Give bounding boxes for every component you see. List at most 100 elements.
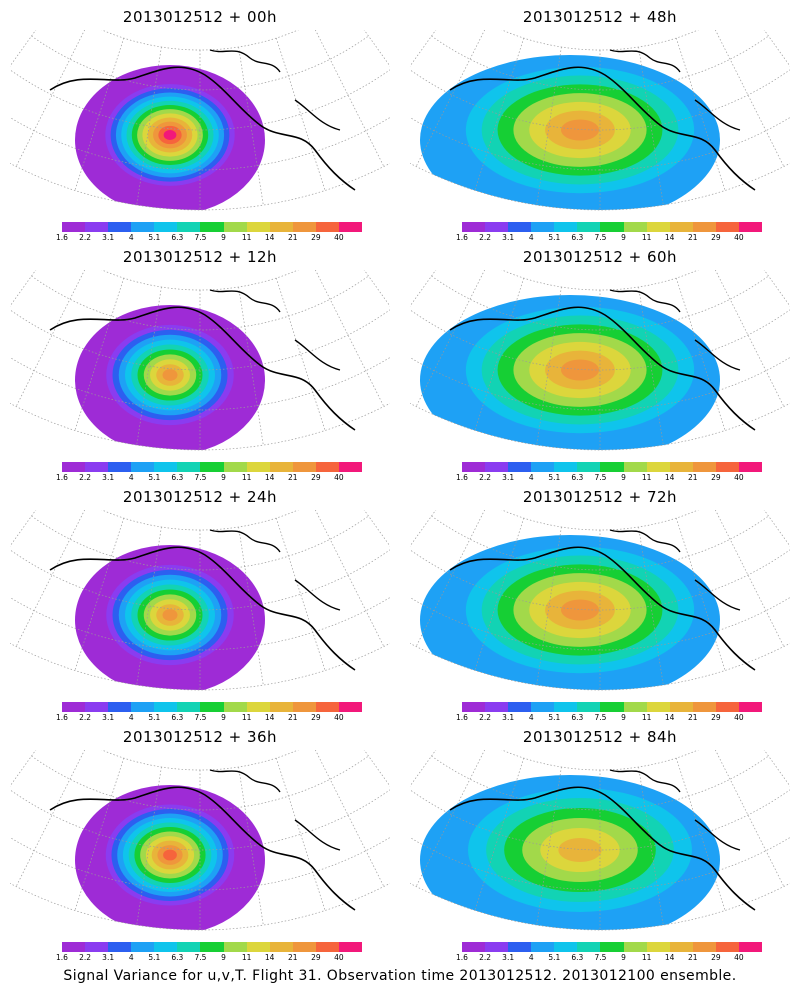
colorbar-tick-label: 11 bbox=[241, 473, 252, 482]
colorbar-ticks: 1.6 2.2 3.1 4 5.1 6.3 7.5 9 11 14 21 29 40 bbox=[56, 473, 362, 483]
map-plot bbox=[410, 750, 790, 931]
latitude-line bbox=[410, 69, 790, 131]
colorbar-tick-label: 5.1 bbox=[548, 713, 561, 722]
longitude-line bbox=[363, 270, 390, 307]
colorbar-tick-label: 1.6 bbox=[56, 233, 68, 242]
longitude-line bbox=[136, 526, 162, 686]
map-plot bbox=[10, 750, 390, 931]
colorbar-swatch bbox=[600, 462, 624, 472]
colorbar-tick-label: 2.2 bbox=[479, 233, 492, 242]
colorbar-swatch bbox=[531, 942, 555, 952]
colorbar-swatch bbox=[669, 942, 693, 952]
latitude-line bbox=[410, 837, 790, 891]
colorbar-tick-label: 4 bbox=[528, 233, 534, 242]
colorbar-ticks: 1.6 2.2 3.1 4 5.1 6.3 7.5 9 11 14 21 29 40 bbox=[456, 473, 762, 483]
longitude-line bbox=[675, 757, 726, 911]
colorbar-swatch bbox=[131, 462, 155, 472]
colorbar-swatch bbox=[623, 222, 647, 232]
colorbar-swatch bbox=[246, 702, 270, 712]
colorbar bbox=[62, 462, 363, 472]
colorbar-swatch bbox=[62, 702, 86, 712]
longitude-line bbox=[238, 46, 264, 206]
longitude-line bbox=[536, 766, 562, 926]
colorbar-swatch bbox=[223, 942, 247, 952]
colorbar-swatch bbox=[338, 702, 363, 712]
longitude-line bbox=[314, 30, 385, 167]
colorbar-tick-label: 14 bbox=[264, 953, 275, 962]
colorbar-swatch bbox=[62, 462, 86, 472]
panel-title: 2013012512 + 24h bbox=[122, 488, 278, 506]
longitude-line bbox=[714, 270, 785, 407]
colorbar-swatch bbox=[269, 942, 293, 952]
coastline bbox=[609, 49, 741, 131]
colorbar-tick-label: 40 bbox=[734, 713, 744, 722]
colorbar-swatch bbox=[577, 702, 601, 712]
colorbar-swatch bbox=[508, 942, 532, 952]
colorbar-swatch bbox=[315, 942, 339, 952]
panel-title: 2013012512 + 84h bbox=[522, 728, 678, 746]
colorbar-tick-label: 5.1 bbox=[548, 233, 561, 242]
colorbar-tick-label: 2.2 bbox=[79, 233, 92, 242]
map-panel: 2013012512 + 36h 1.6 2.2 3.1 4 5.1 6.3 7.5 9 11 14… bbox=[0, 720, 400, 962]
longitude-line bbox=[275, 517, 326, 671]
colorbar-tick-label: 5.1 bbox=[148, 233, 161, 242]
colorbar bbox=[62, 222, 363, 232]
colorbar-swatch bbox=[600, 222, 624, 232]
longitude-line bbox=[314, 510, 385, 647]
colorbar-ticks: 1.6 2.2 3.1 4 5.1 6.3 7.5 9 11 14 21 29 40 bbox=[456, 233, 762, 243]
colorbar-swatch bbox=[738, 702, 763, 712]
colorbar-tick-label: 4 bbox=[128, 713, 134, 722]
colorbar-tick-label: 29 bbox=[311, 953, 321, 962]
colorbar-swatch bbox=[508, 702, 532, 712]
coastline bbox=[449, 786, 756, 911]
colorbar-tick-label: 3.1 bbox=[502, 473, 515, 482]
longitude-line bbox=[238, 526, 264, 686]
longitude-line bbox=[74, 757, 125, 911]
colorbar-swatch bbox=[715, 942, 739, 952]
colorbar-tick-label: 29 bbox=[711, 233, 721, 242]
latitude-line bbox=[501, 270, 699, 291]
colorbar-swatch bbox=[200, 222, 224, 232]
colorbar-tick-label: 21 bbox=[287, 713, 298, 722]
colorbar-tick-label: 6.3 bbox=[171, 713, 184, 722]
colorbar-swatch bbox=[554, 222, 578, 232]
colorbar-swatch bbox=[554, 702, 578, 712]
colorbar-tick-label: 7.5 bbox=[194, 233, 207, 242]
latitude-line bbox=[410, 789, 790, 851]
colorbar-tick-label: 14 bbox=[264, 233, 275, 242]
colorbar-swatch bbox=[338, 462, 363, 472]
longitude-line bbox=[10, 750, 37, 787]
colorbar-tick-label: 3.1 bbox=[502, 953, 515, 962]
colorbar-tick-label: 29 bbox=[711, 473, 721, 482]
colorbar-swatch bbox=[738, 222, 763, 232]
longitude-line bbox=[763, 750, 790, 787]
colorbar-swatch bbox=[485, 942, 509, 952]
colorbar-ticks: 1.6 2.2 3.1 4 5.1 6.3 7.5 9 11 14 21 29 40 bbox=[56, 233, 362, 243]
longitude-line bbox=[763, 30, 790, 67]
longitude-line bbox=[15, 30, 86, 167]
colorbar-swatch bbox=[62, 222, 86, 232]
longitude-line bbox=[714, 750, 785, 887]
colorbar-tick-label: 21 bbox=[687, 713, 698, 722]
colorbar-swatch bbox=[315, 462, 339, 472]
map-panel: 2013012512 + 60h 1.6 2.2 3.1 4 5.1 6.3 7.5 9 11 14… bbox=[400, 240, 800, 483]
colorbar-tick-label: 14 bbox=[664, 233, 675, 242]
colorbar-tick-label: 7.5 bbox=[194, 953, 207, 962]
longitude-line bbox=[136, 46, 162, 206]
latitude-line bbox=[10, 882, 390, 931]
colorbar-swatch bbox=[246, 942, 270, 952]
field-contour bbox=[162, 609, 178, 621]
panel-title: 2013012512 + 48h bbox=[522, 8, 678, 26]
colorbar-tick-label: 40 bbox=[734, 953, 744, 962]
colorbar-tick-label: 3.1 bbox=[102, 233, 115, 242]
colorbar-tick-label: 40 bbox=[334, 713, 344, 722]
longitude-line bbox=[10, 270, 37, 307]
longitude-line bbox=[638, 766, 664, 926]
coastline bbox=[209, 529, 341, 611]
latitude-line bbox=[410, 402, 790, 451]
colorbar-swatch bbox=[108, 702, 132, 712]
colorbar-swatch bbox=[131, 222, 155, 232]
longitude-line bbox=[10, 510, 37, 547]
longitude-line bbox=[675, 37, 726, 191]
colorbar-tick-label: 6.3 bbox=[171, 953, 184, 962]
